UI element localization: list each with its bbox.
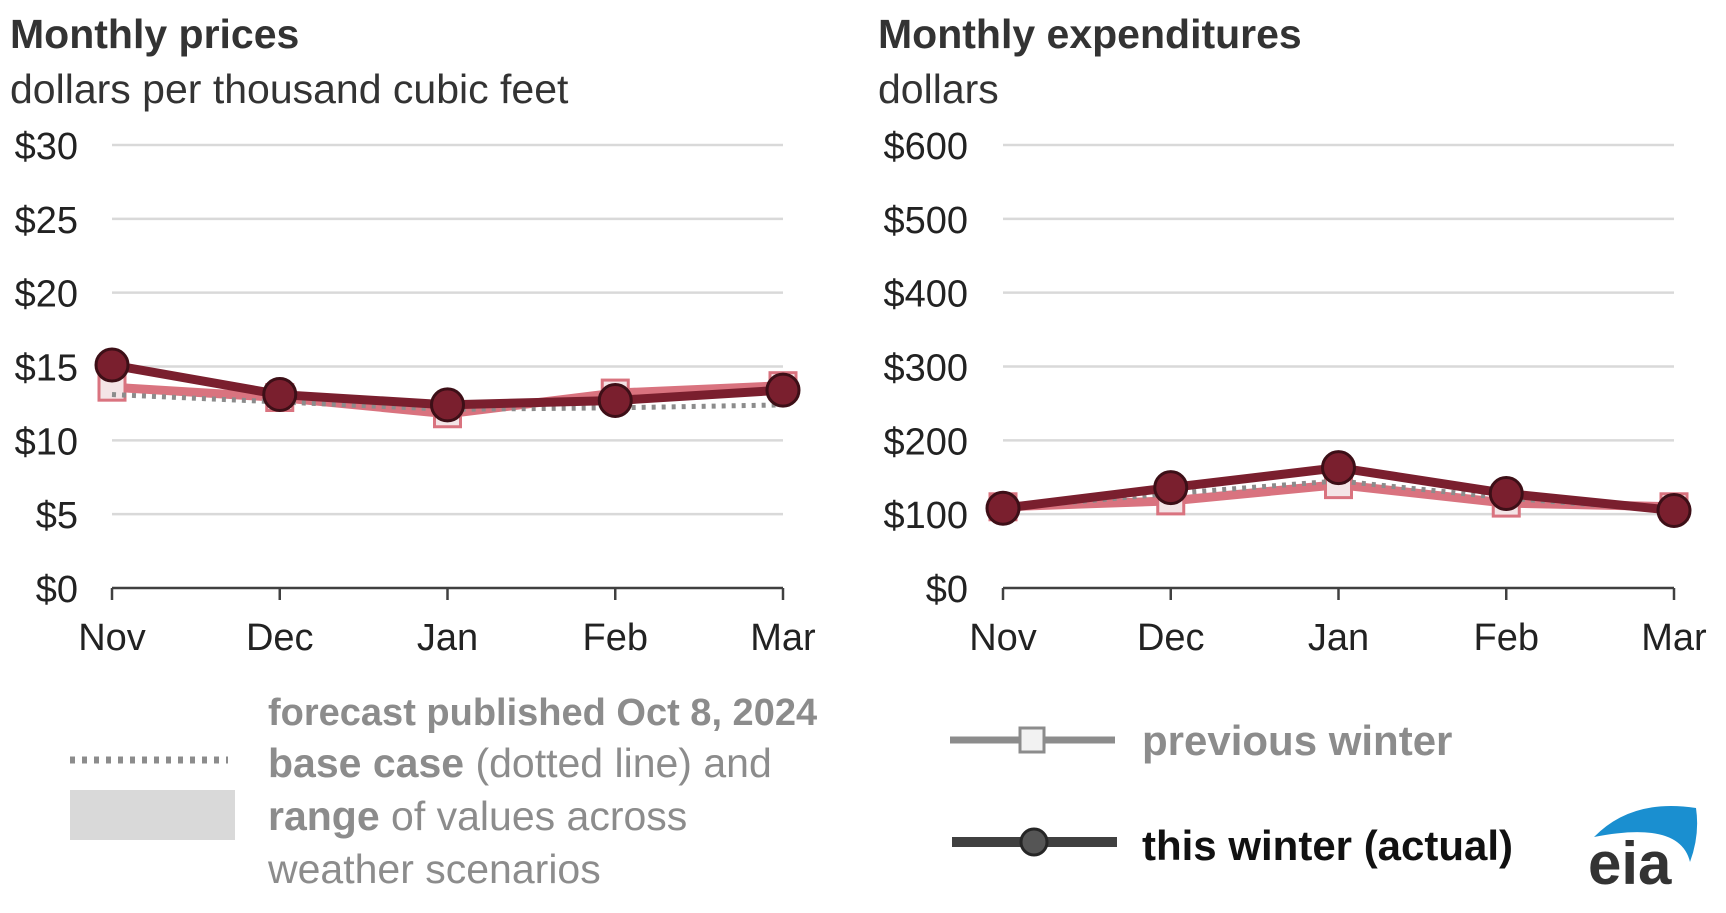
legend-this-winter-marker [1019, 827, 1049, 857]
point-this-winter [1321, 450, 1356, 486]
eia-logo: eia [1588, 805, 1698, 897]
legend-range-line2: weather scenarios [267, 846, 601, 892]
point-this-winter [1153, 470, 1189, 506]
x-axis: Nov Dec Jan Feb Mar [78, 586, 816, 659]
y-tick-label: $300 [883, 348, 968, 390]
point-this-winter [765, 372, 801, 408]
y-tick-label: $400 [883, 274, 968, 316]
point-this-winter [1656, 492, 1692, 528]
series-line-base-case [111, 392, 784, 412]
point-this-winter [430, 387, 465, 423]
y-tick-label: $25 [15, 200, 78, 242]
x-tick-label: Jan [1308, 617, 1369, 659]
eia-logo-text: eia [1588, 830, 1672, 897]
y-tick-label: $5 [36, 495, 78, 537]
legend-this-winter-label: this winter (actual) [1142, 822, 1513, 869]
x-tick-label: Jan [417, 617, 478, 659]
legend-forecast: forecast published Oct 8, 2024 base case… [70, 692, 817, 892]
x-tick-label: Dec [1137, 617, 1205, 659]
y-tick-label: $20 [15, 274, 78, 316]
point-this-winter [94, 347, 130, 383]
point-this-winter [985, 490, 1021, 526]
point-this-winter [597, 382, 633, 418]
legend-base-case-rest: (dotted line) and [464, 740, 772, 786]
legend-range-swatch [70, 790, 235, 840]
x-tick-label: Nov [969, 617, 1037, 659]
legend-previous-winter-marker [1018, 726, 1046, 754]
y-axis-ticks: $0 $100 $200 $300 $400 $500 $600 [883, 126, 968, 611]
x-tick-label: Nov [78, 617, 146, 659]
legend-range-rest: of values across [380, 793, 688, 839]
y-tick-label: $200 [883, 421, 968, 463]
expenditures-chart: Monthly expenditures dollars $0$100$200$… [878, 11, 1707, 659]
legend-range-text: range of values across [268, 793, 687, 839]
gridlines [1003, 143, 1674, 516]
x-tick-label: Feb [583, 617, 648, 659]
series-layer [94, 347, 801, 429]
legend-base-case-text: base case (dotted line) and [268, 740, 772, 786]
y-tick-label: $15 [15, 348, 78, 390]
x-tick-label: Dec [246, 617, 314, 659]
chart-title: Monthly expenditures [878, 11, 1302, 57]
chart-subtitle: dollars [878, 66, 999, 112]
point-this-winter [1488, 475, 1524, 511]
legend-previous-winter-label: previous winter [1142, 717, 1452, 764]
gridlines [112, 143, 783, 516]
y-tick-label: $10 [15, 421, 78, 463]
legend-forecast-heading: forecast published Oct 8, 2024 [268, 692, 817, 734]
x-tick-label: Feb [1474, 617, 1539, 659]
y-tick-label: $0 [36, 569, 78, 611]
y-tick-label: $600 [883, 126, 968, 168]
chart-title: Monthly prices [10, 11, 299, 57]
legend-winters: previous winter this winter (actual) [950, 717, 1513, 869]
y-tick-label: $30 [15, 126, 78, 168]
x-tick-label: Mar [1641, 617, 1707, 659]
y-tick-label: $100 [883, 495, 968, 537]
series-layer [985, 450, 1692, 528]
legend-range-bold: range [268, 793, 380, 839]
legend-base-case-bold: base case [268, 740, 464, 786]
prices-chart: Monthly prices dollars per thousand cubi… [10, 11, 816, 659]
y-tick-label: $500 [883, 200, 968, 242]
y-tick-label: $0 [926, 569, 968, 611]
y-axis-ticks: $0 $5 $10 $15 $20 $25 $30 [15, 126, 78, 611]
eia-logo-swoosh [1594, 805, 1698, 862]
point-this-winter [262, 377, 298, 413]
chart-subtitle: dollars per thousand cubic feet [10, 66, 569, 112]
x-axis: Nov Dec Jan Feb Mar [969, 586, 1707, 659]
x-tick-label: Mar [750, 617, 816, 659]
